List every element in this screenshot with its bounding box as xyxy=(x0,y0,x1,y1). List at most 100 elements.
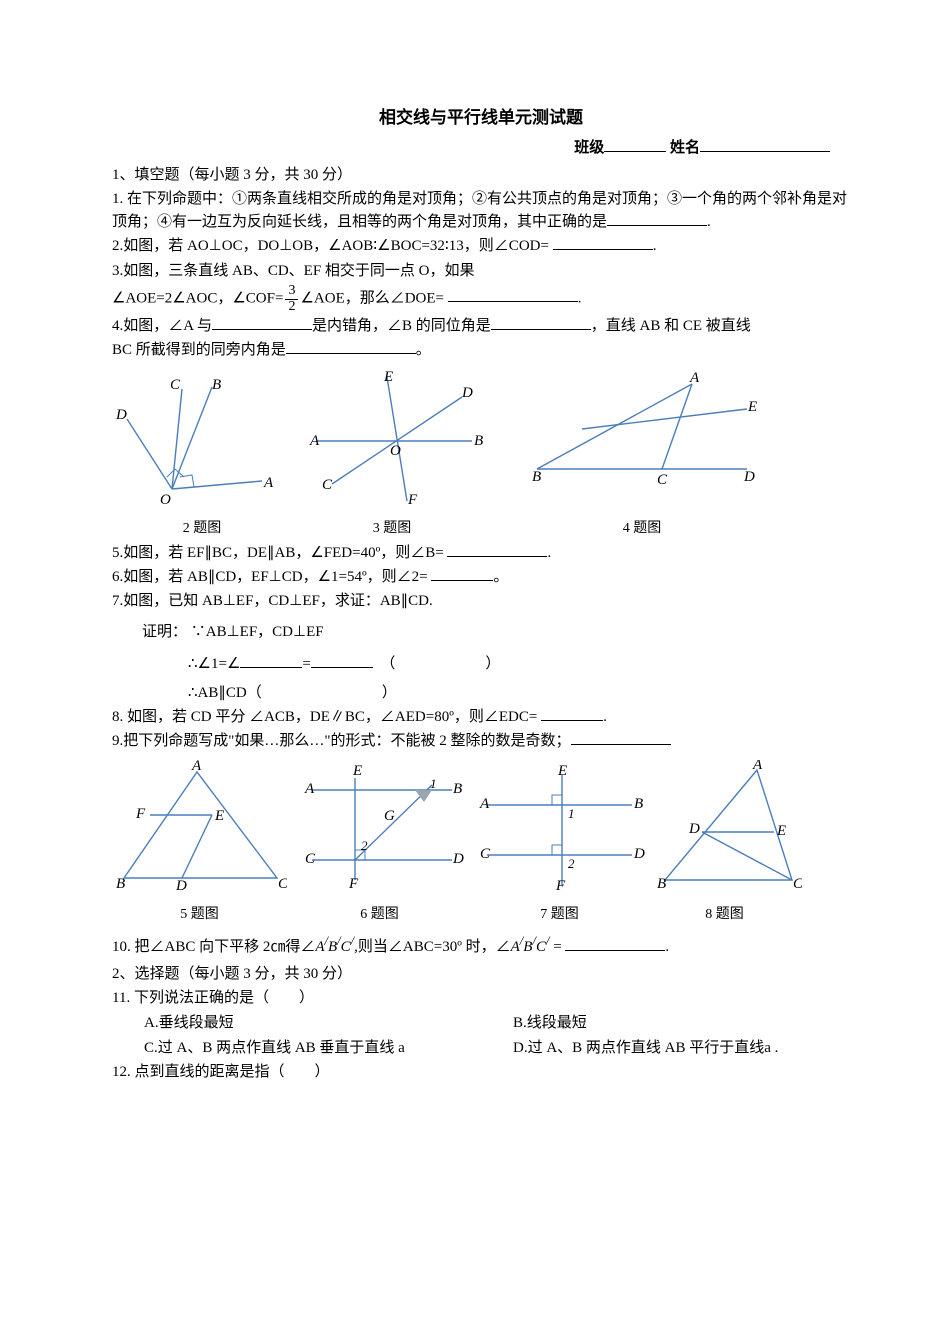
fig8-svg: A D E B C xyxy=(647,760,802,895)
q9-text: 9.把下列命题写成"如果…那么…"的形式：不能被 2 整除的数是奇数； xyxy=(112,730,850,753)
fig4-svg: A E B C D xyxy=(522,369,762,509)
svg-text:B: B xyxy=(634,796,643,812)
figure-row-1: C B D O A 2 题图 E D A B O C F 3 题图 A xyxy=(112,369,850,540)
q10-text: 10. 把∠ABC 向下平移 2㎝得∠A/B/C/,则当∠ABC=30º 时，∠… xyxy=(112,932,850,959)
fig6-svg: A E B C D F G 1 2 xyxy=(287,760,472,895)
fig5-caption: 5 题图 xyxy=(112,904,287,926)
svg-text:D: D xyxy=(688,821,700,837)
q8-blank xyxy=(541,706,603,721)
q11-opt-a: A.垂线段最短 xyxy=(112,1012,481,1035)
svg-text:F: F xyxy=(348,876,359,892)
q7p2-d: ） xyxy=(485,656,500,672)
svg-text:A: A xyxy=(191,760,202,774)
q4-line2: BC 所截得到的同旁内角是 。 xyxy=(112,339,850,362)
q10-b: ,则当∠ABC=30º 时，∠ xyxy=(354,939,510,955)
fig3-cell: E D A B O C F 3 题图 xyxy=(292,369,492,540)
q2-text: 2.如图，若 AO⊥OC，DO⊥OB，∠AOB∶∠BOC=32∶13，则∠COD… xyxy=(112,235,850,258)
q4-blank1 xyxy=(212,315,312,330)
q7p2-c: （ xyxy=(388,656,396,672)
svg-text:E: E xyxy=(352,763,362,779)
q11-text: 11. 下列说法正确的是（ ） xyxy=(112,987,850,1010)
svg-text:G: G xyxy=(384,808,395,824)
svg-text:A: A xyxy=(752,760,763,773)
q2-body: 2.如图，若 AO⊥OC，DO⊥OB，∠AOB∶∠BOC=32∶13，则∠COD… xyxy=(112,238,549,254)
svg-text:C: C xyxy=(322,477,333,493)
q3-d: . xyxy=(578,290,582,306)
q10-blank xyxy=(565,936,665,951)
q2-blank xyxy=(553,235,653,250)
q6-a: 6.如图，若 AB∥CD，EF⊥CD，∠1=54º，则∠2= xyxy=(112,569,428,585)
q4-d: BC 所截得到的同旁内角是 xyxy=(112,342,286,358)
q1-text: 1. 在下列命题中：①两条直线相交所成的角是对顶角；②有公共顶点的角是对顶角；③… xyxy=(112,188,850,235)
q9-a: 9.把下列命题写成"如果…那么…"的形式：不能被 2 整除的数是奇数； xyxy=(112,733,571,749)
svg-text:E: E xyxy=(747,399,757,415)
svg-text:C: C xyxy=(305,851,316,867)
q6-blank xyxy=(431,566,493,581)
fraction-3-2: 32 xyxy=(285,284,298,314)
q7p3-b: ） xyxy=(382,685,397,701)
class-label: 班级 xyxy=(574,140,604,156)
q7p2-blank2 xyxy=(311,653,373,668)
q3-blank xyxy=(448,287,578,302)
svg-text:F: F xyxy=(555,878,566,894)
svg-text:E: E xyxy=(383,369,393,385)
svg-text:O: O xyxy=(390,443,401,459)
q3-line2: ∠AOE=2∠AOC，∠COF=32∠AOE，那么∠DOE= . xyxy=(112,284,850,314)
fig7-svg: E A B C D F 1 2 xyxy=(472,760,647,895)
section-1-label: 1、填空题（每小题 3 分，共 30 分） xyxy=(112,164,850,187)
fig3-svg: E D A B O C F xyxy=(292,369,492,509)
svg-text:B: B xyxy=(212,377,221,393)
page-title: 相交线与平行线单元测试题 xyxy=(112,105,850,131)
svg-text:A: A xyxy=(263,475,274,491)
q4-e: 。 xyxy=(416,342,431,358)
q2-end: . xyxy=(653,238,657,254)
q11-opt-b: B.线段最短 xyxy=(481,1012,850,1035)
q8-b: . xyxy=(603,709,607,725)
fig7-cell: E A B C D F 1 2 7 题图 xyxy=(472,760,647,926)
fig5-cell: A F E B D C 5 题图 xyxy=(112,760,287,926)
fig6-caption: 6 题图 xyxy=(287,904,472,926)
q1-body: 1. 在下列命题中：①两条直线相交所成的角是对顶角；②有公共顶点的角是对顶角；③… xyxy=(112,191,847,230)
fig4-cell: A E B C D 4 题图 xyxy=(522,369,762,540)
name-blank xyxy=(700,137,830,152)
fig2-cell: C B D O A 2 题图 xyxy=(112,369,292,540)
fig7-caption: 7 题图 xyxy=(472,904,647,926)
q6-text: 6.如图，若 AB∥CD，EF⊥CD，∠1=54º，则∠2= 。 xyxy=(112,566,850,589)
q1-blank xyxy=(607,211,707,226)
q12-text: 12. 点到直线的距离是指（ ） xyxy=(112,1061,850,1084)
q7-proof2: ∴∠1=∠= （ ） xyxy=(112,653,850,676)
svg-text:A: A xyxy=(479,796,490,812)
q10-c: = xyxy=(549,939,561,955)
fig6-cell: A E B C D F G 1 2 6 题图 xyxy=(287,760,472,926)
svg-text:1: 1 xyxy=(568,806,575,821)
svg-text:C: C xyxy=(657,472,668,488)
q7p2-b: = xyxy=(302,656,310,672)
fig4-caption: 4 题图 xyxy=(522,518,762,540)
q8-a: 8. 如图，若 CD 平分 ∠ACB，DE∥BC，∠AED=80º，则∠EDC= xyxy=(112,709,537,725)
q11-opt-d: D.过 A、B 两点作直线 AB 平行于直线a . xyxy=(481,1037,850,1060)
q3-c: ∠AOE，那么∠DOE= xyxy=(300,290,444,306)
svg-text:E: E xyxy=(214,808,224,824)
name-label: 姓名 xyxy=(670,140,700,156)
q8-text: 8. 如图，若 CD 平分 ∠ACB，DE∥BC，∠AED=80º，则∠EDC=… xyxy=(112,706,850,729)
svg-text:1: 1 xyxy=(430,776,437,791)
fig5-svg: A F E B D C xyxy=(112,760,287,895)
q4-blank2 xyxy=(491,315,591,330)
svg-text:D: D xyxy=(115,407,127,423)
q3-b: ∠AOE=2∠AOC，∠COF= xyxy=(112,290,283,306)
svg-text:D: D xyxy=(175,878,187,894)
q4-text: 4.如图，∠A 与是内错角，∠B 的同位角是，直线 AB 和 CE 被直线 xyxy=(112,315,850,338)
q9-blank xyxy=(571,730,671,745)
svg-text:E: E xyxy=(776,823,786,839)
svg-text:2: 2 xyxy=(568,856,575,871)
q5-blank xyxy=(447,542,547,557)
section-2-label: 2、选择题（每小题 3 分，共 30 分） xyxy=(112,963,850,986)
q10-abc1: A/B/C/ xyxy=(315,939,354,955)
q7p2-blank1 xyxy=(240,653,302,668)
svg-text:B: B xyxy=(657,876,666,892)
q5-a: 5.如图，若 EF∥BC，DE∥AB，∠FED=40º，则∠B= xyxy=(112,545,444,561)
q7-proof1: 证明： ∵AB⊥EF，CD⊥EF xyxy=(112,621,850,644)
fig2-caption: 2 题图 xyxy=(112,518,292,540)
svg-text:B: B xyxy=(453,781,462,797)
svg-text:A: A xyxy=(304,781,315,797)
